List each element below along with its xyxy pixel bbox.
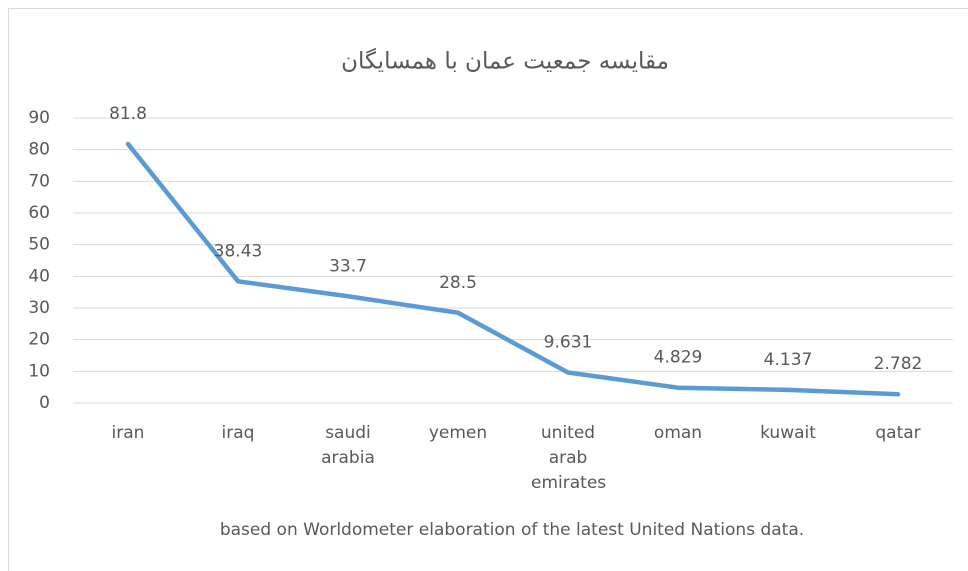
y-tick-label: 30 bbox=[28, 298, 50, 318]
x-tick-label: saudi arabia bbox=[321, 423, 375, 468]
data-label: 4.137 bbox=[764, 350, 813, 370]
x-tick-label: yemen bbox=[428, 423, 488, 443]
x-tick-label: united arab emirates bbox=[531, 423, 607, 493]
data-label: 81.8 bbox=[109, 104, 147, 124]
y-tick-label: 10 bbox=[28, 361, 50, 381]
x-tick-label: oman bbox=[653, 423, 703, 443]
y-tick-label: 20 bbox=[28, 330, 50, 350]
data-label: 38.43 bbox=[214, 241, 263, 261]
data-label: 33.7 bbox=[329, 256, 367, 276]
y-tick-label: 90 bbox=[28, 108, 50, 128]
x-tick-label: iran bbox=[111, 423, 145, 443]
x-tick-label: iraq bbox=[221, 423, 255, 443]
chart-subtitle: based on Worldometer elaboration of the … bbox=[220, 520, 804, 540]
x-tick-label: qatar bbox=[875, 423, 921, 443]
chart-title: مقایسه جمعیت عمان با همسایگان bbox=[341, 48, 669, 75]
data-label: 28.5 bbox=[439, 273, 477, 293]
x-tick-label: kuwait bbox=[760, 423, 816, 443]
y-tick-label: 40 bbox=[28, 266, 50, 286]
y-tick-label: 60 bbox=[28, 203, 50, 223]
data-label: 2.782 bbox=[874, 354, 923, 374]
y-tick-label: 0 bbox=[39, 393, 50, 413]
data-line bbox=[125, 141, 901, 397]
y-tick-label: 80 bbox=[28, 140, 50, 160]
y-tick-label: 50 bbox=[28, 235, 50, 255]
chart-frame bbox=[8, 8, 968, 571]
data-label: 4.829 bbox=[654, 348, 703, 368]
y-tick-label: 70 bbox=[28, 171, 50, 191]
data-label: 9.631 bbox=[544, 333, 593, 353]
